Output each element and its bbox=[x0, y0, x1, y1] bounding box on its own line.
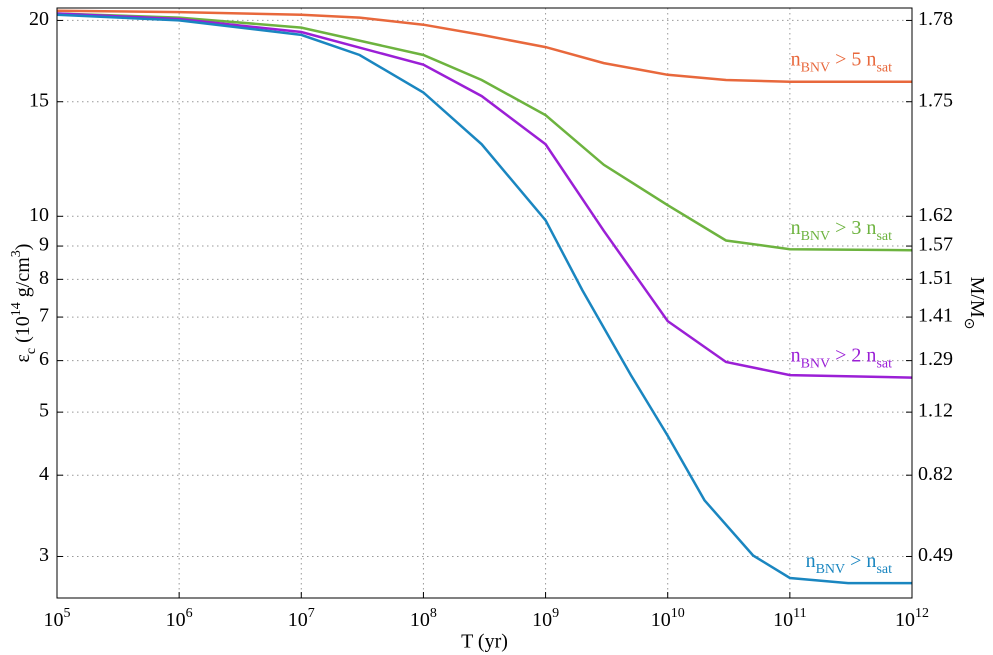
y-axis-label: εc (1014 g/cm3) bbox=[9, 244, 39, 363]
y-tick-label: 8 bbox=[39, 267, 49, 289]
series-label-part: BNV bbox=[801, 60, 831, 75]
x-tick-label-part: 10 bbox=[532, 609, 552, 631]
series-line bbox=[56, 13, 912, 585]
series-label: nBNV > 2 nsat bbox=[791, 344, 893, 371]
series-line bbox=[56, 12, 913, 379]
x-tick-label-part: 8 bbox=[430, 606, 437, 621]
x-tick-label-part: 10 bbox=[773, 609, 793, 631]
series-label-part: > 5 n bbox=[830, 48, 876, 70]
series-label-part: sat bbox=[876, 229, 892, 244]
x-tick-label-part: 10 bbox=[651, 609, 671, 631]
x-tick-label-part: 6 bbox=[186, 606, 193, 621]
series-label-part: n bbox=[791, 48, 801, 70]
x-tick-label: 1011 bbox=[773, 606, 806, 631]
y-tick-label: 20 bbox=[29, 8, 49, 30]
x-tick-label-part: 11 bbox=[793, 606, 806, 621]
y-tick-label: 7 bbox=[39, 305, 49, 327]
x-tick-label: 106 bbox=[166, 606, 193, 631]
series-line bbox=[56, 12, 913, 252]
y2-tick-label: 1.78 bbox=[918, 8, 953, 30]
x-tick-label-part: 10 bbox=[895, 609, 915, 631]
y-axis-label-part: ) bbox=[12, 244, 34, 251]
x-tick-label: 107 bbox=[288, 606, 315, 631]
y-tick-label: 15 bbox=[29, 89, 49, 111]
y-tick-label: 9 bbox=[39, 234, 49, 256]
series-label-part: sat bbox=[876, 562, 892, 577]
x-tick-label-part: 12 bbox=[915, 606, 929, 621]
series-label: nBNV > 3 nsat bbox=[791, 217, 893, 244]
y2-tick-label: 1.29 bbox=[918, 348, 953, 370]
y2-tick-label: 1.51 bbox=[918, 267, 953, 289]
y-tick-label: 3 bbox=[39, 544, 49, 566]
plot-frame bbox=[56, 7, 913, 599]
y-axis-label-part: (10 bbox=[12, 316, 34, 348]
y2-tick-label: 1.75 bbox=[918, 89, 953, 111]
x-tick-label: 105 bbox=[44, 606, 71, 631]
y2-axis-label-part: M/M bbox=[966, 277, 988, 318]
series-label-part: n bbox=[791, 344, 801, 366]
y-axis-label-part: g/cm bbox=[12, 257, 34, 302]
x-tick-label-part: 10 bbox=[288, 609, 308, 631]
y2-tick-label: 1.41 bbox=[918, 305, 953, 327]
y2-tick-label: 1.12 bbox=[918, 400, 953, 422]
series-label: nBNV > 5 nsat bbox=[791, 48, 893, 75]
series-label-part: n bbox=[806, 550, 816, 572]
x-tick-label-part: 10 bbox=[44, 609, 64, 631]
series-label-part: sat bbox=[876, 60, 892, 75]
series-label-part: BNV bbox=[801, 356, 831, 371]
x-tick-label: 1010 bbox=[651, 606, 685, 631]
y-tick-label: 4 bbox=[39, 463, 49, 485]
x-tick-label: 108 bbox=[410, 606, 437, 631]
x-tick-label-part: 7 bbox=[308, 606, 315, 621]
series-label-part: n bbox=[791, 217, 801, 239]
y2-tick-label: 0.49 bbox=[918, 544, 953, 566]
x-axis-label: T (yr) bbox=[461, 631, 508, 653]
y2-tick-label: 1.62 bbox=[918, 204, 953, 226]
y-tick-label: 6 bbox=[39, 348, 49, 370]
y-axis-label-part: ε bbox=[12, 354, 34, 362]
x-tick-label: 1012 bbox=[895, 606, 929, 631]
y2-axis-label-part: ⊙ bbox=[961, 318, 976, 330]
x-tick-label-part: 5 bbox=[64, 606, 71, 621]
series-label-part: sat bbox=[876, 356, 892, 371]
y-tick-label: 5 bbox=[39, 400, 49, 422]
series-label: nBNV > nsat bbox=[806, 550, 893, 577]
x-tick-label-part: 10 bbox=[671, 606, 685, 621]
y-axis-label-part: 3 bbox=[9, 250, 24, 257]
series-label-part: > 2 n bbox=[830, 344, 876, 366]
x-tick-label-part: 10 bbox=[166, 609, 186, 631]
series-line bbox=[56, 9, 912, 83]
y-axis-label-part: 14 bbox=[9, 302, 24, 316]
x-tick-label-part: 10 bbox=[410, 609, 430, 631]
series-label-part: BNV bbox=[816, 562, 846, 577]
x-tick-label-part: 9 bbox=[552, 606, 559, 621]
series-label-part: > n bbox=[845, 550, 876, 572]
y2-tick-label: 0.82 bbox=[918, 463, 953, 485]
y2-axis-label: M/M⊙ bbox=[961, 277, 988, 330]
y-axis-label-part: c bbox=[24, 348, 39, 354]
series-label-part: > 3 n bbox=[830, 217, 876, 239]
y-tick-label: 10 bbox=[29, 204, 49, 226]
series-label-part: BNV bbox=[801, 229, 831, 244]
x-tick-label: 109 bbox=[532, 606, 559, 631]
y2-tick-label: 1.57 bbox=[918, 234, 953, 256]
